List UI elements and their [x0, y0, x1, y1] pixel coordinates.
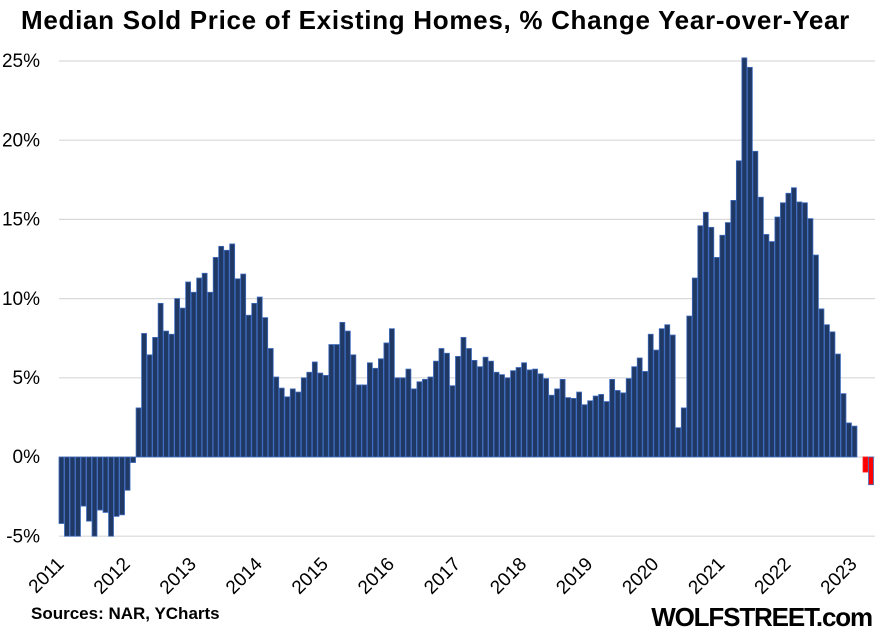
svg-text:2013: 2013: [156, 554, 201, 599]
svg-text:0%: 0%: [13, 447, 41, 468]
svg-text:15%: 15%: [2, 210, 40, 231]
svg-text:2017: 2017: [420, 554, 465, 599]
svg-text:Sources: NAR, YCharts: Sources: NAR, YCharts: [31, 604, 220, 623]
svg-text:2019: 2019: [552, 554, 597, 599]
svg-text:25%: 25%: [2, 51, 40, 72]
svg-text:2014: 2014: [222, 554, 267, 599]
svg-text:20%: 20%: [2, 130, 40, 151]
svg-text:5%: 5%: [13, 368, 41, 389]
svg-text:2021: 2021: [685, 554, 730, 599]
svg-text:-5%: -5%: [6, 526, 40, 547]
svg-text:2015: 2015: [288, 554, 333, 599]
svg-text:2023: 2023: [817, 554, 862, 599]
svg-text:2016: 2016: [354, 554, 399, 599]
svg-text:WOLFSTREET.com: WOLFSTREET.com: [651, 602, 872, 632]
svg-text:2022: 2022: [751, 554, 796, 599]
svg-text:2012: 2012: [90, 554, 135, 599]
svg-text:2020: 2020: [619, 554, 664, 599]
svg-text:2018: 2018: [486, 554, 531, 599]
svg-text:10%: 10%: [2, 289, 40, 310]
svg-text:2011: 2011: [25, 554, 69, 598]
svg-text:Median Sold Price of Existing: Median Sold Price of Existing Homes, % C…: [21, 5, 850, 35]
